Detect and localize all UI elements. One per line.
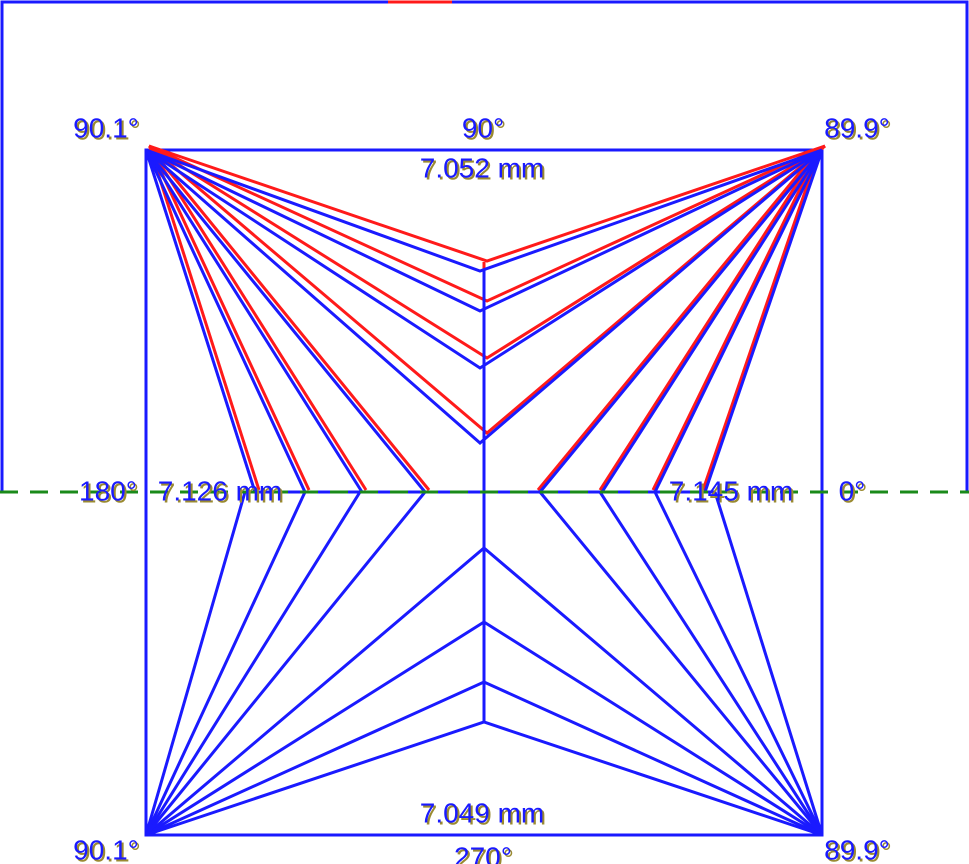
corner-angle-shadow: 90.1° (75, 836, 141, 864)
side-length: 7.052 mm (420, 152, 545, 183)
blue-trace (600, 149, 824, 493)
side-length-shadow: 7.049 mm (422, 799, 547, 830)
blue-trace (144, 491, 427, 836)
direction-label-shadow: 180° (81, 477, 139, 508)
side-length: 7.145 mm (669, 475, 794, 506)
side-length: 7.126 mm (158, 475, 283, 506)
red-trace (148, 144, 826, 360)
blue-trace (145, 148, 823, 273)
blue-trace (144, 149, 364, 493)
side-length-shadow: 7.145 mm (671, 477, 796, 508)
blue-trace (538, 491, 824, 836)
blue-trace (144, 149, 257, 493)
blue-trace (144, 149, 427, 493)
red-trace (148, 144, 826, 263)
direction-label-shadow: 270° (456, 843, 514, 864)
direction-label: 0° (839, 475, 866, 506)
direction-label: 180° (79, 475, 137, 506)
labels: 90.1°90.1° 90°90° 89.9°89.9°7.052 mm7.052 … (73, 112, 892, 864)
red-trace (148, 144, 826, 303)
wireframe (0, 0, 969, 837)
side-length-shadow: 7.052 mm (422, 154, 547, 185)
blue-trace (703, 149, 824, 493)
corner-angle-shadow: 90.1° (75, 114, 141, 145)
blue-trace (144, 491, 307, 836)
red-trace (536, 147, 822, 491)
red-trace (148, 147, 368, 491)
red-trace (598, 147, 822, 491)
blue-trace (145, 148, 823, 370)
red-trace (701, 147, 822, 491)
blue-trace (538, 149, 824, 493)
red-trace (148, 147, 311, 491)
corner-angle: 90.1° (73, 112, 139, 143)
direction-label-shadow: 90° (464, 114, 506, 145)
outer-frame (0, 0, 969, 492)
corner-angle: 89.9° (824, 112, 890, 143)
blue-trace (653, 491, 824, 836)
direction-label-shadow: 0° (841, 477, 868, 508)
red-trace (651, 147, 822, 491)
direction-label: 270° (454, 841, 512, 864)
blue-trace (713, 491, 824, 836)
red-trace (148, 147, 261, 491)
blue-trace (598, 491, 824, 836)
red-trace (148, 147, 431, 491)
blue-trace (144, 149, 307, 493)
direction-label: 90° (462, 112, 504, 143)
blue-trace (653, 149, 824, 493)
blue-trace (144, 491, 247, 836)
red-trace (148, 144, 826, 435)
blue-trace (145, 148, 823, 445)
corner-angle: 89.9° (824, 834, 890, 864)
corner-angle: 90.1° (73, 834, 139, 864)
corner-angle-shadow: 89.9° (826, 114, 892, 145)
side-length: 7.049 mm (420, 797, 545, 828)
corner-angle-shadow: 89.9° (826, 836, 892, 864)
blue-trace (144, 491, 362, 836)
blue-trace (145, 148, 823, 313)
side-length-shadow: 7.126 mm (160, 477, 285, 508)
